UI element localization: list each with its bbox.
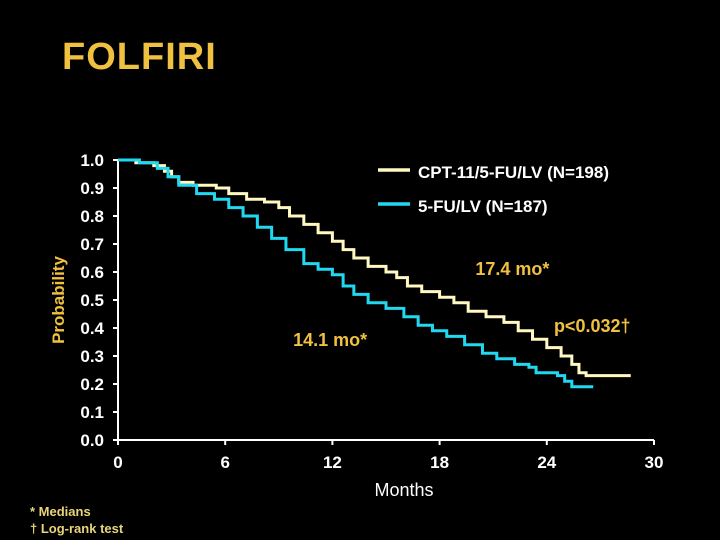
- footnote-medians: * Medians: [30, 504, 91, 519]
- x-axis-label: Months: [374, 480, 433, 500]
- footnote-logrank: † Log-rank test: [30, 521, 124, 536]
- x-tick-label: 6: [220, 453, 229, 472]
- series-line-1: [118, 158, 631, 378]
- y-tick-label: 0.3: [80, 347, 104, 366]
- y-tick-label: 1.0: [80, 151, 104, 170]
- y-tick-label: 0.2: [80, 375, 104, 394]
- x-tick-label: 12: [323, 453, 342, 472]
- x-tick-label: 30: [645, 453, 664, 472]
- annotation-1: 17.4 mo*: [475, 259, 549, 279]
- series-line-2: [118, 158, 594, 389]
- slide-title: FOLFIRI: [62, 36, 217, 78]
- x-tick-label: 0: [113, 453, 122, 472]
- y-tick-label: 0.5: [80, 291, 104, 310]
- y-tick-label: 0.9: [80, 179, 104, 198]
- chart-annotations: 17.4 mo* 14.1 mo* p<0.032†: [293, 259, 630, 350]
- x-tick-label: 18: [430, 453, 449, 472]
- y-tick-label: 0.4: [80, 319, 104, 338]
- annotation-3: p<0.032†: [554, 316, 631, 336]
- chart-axes: 0.0 0.1 0.2 0.3 0.4 0.5 0.6 0.7 0.8 0.9 1.0 0 6 12 18 2…: [49, 151, 663, 500]
- chart-legend: CPT-11/5-FU/LV (N=198) 5-FU/LV (N=187): [378, 163, 609, 216]
- legend-label-1: CPT-11/5-FU/LV (N=198): [418, 163, 609, 182]
- x-tick-label: 24: [537, 453, 556, 472]
- y-axis-label: Probability: [49, 256, 68, 344]
- annotation-2: 14.1 mo*: [293, 330, 367, 350]
- y-tick-label: 0.6: [80, 263, 104, 282]
- legend-label-2: 5-FU/LV (N=187): [418, 197, 548, 216]
- y-tick-label: 0.7: [80, 235, 104, 254]
- chart-series: [118, 158, 631, 389]
- y-tick-label: 0.1: [80, 403, 104, 422]
- y-tick-label: 0.8: [80, 207, 104, 226]
- y-tick-label: 0.0: [80, 431, 104, 450]
